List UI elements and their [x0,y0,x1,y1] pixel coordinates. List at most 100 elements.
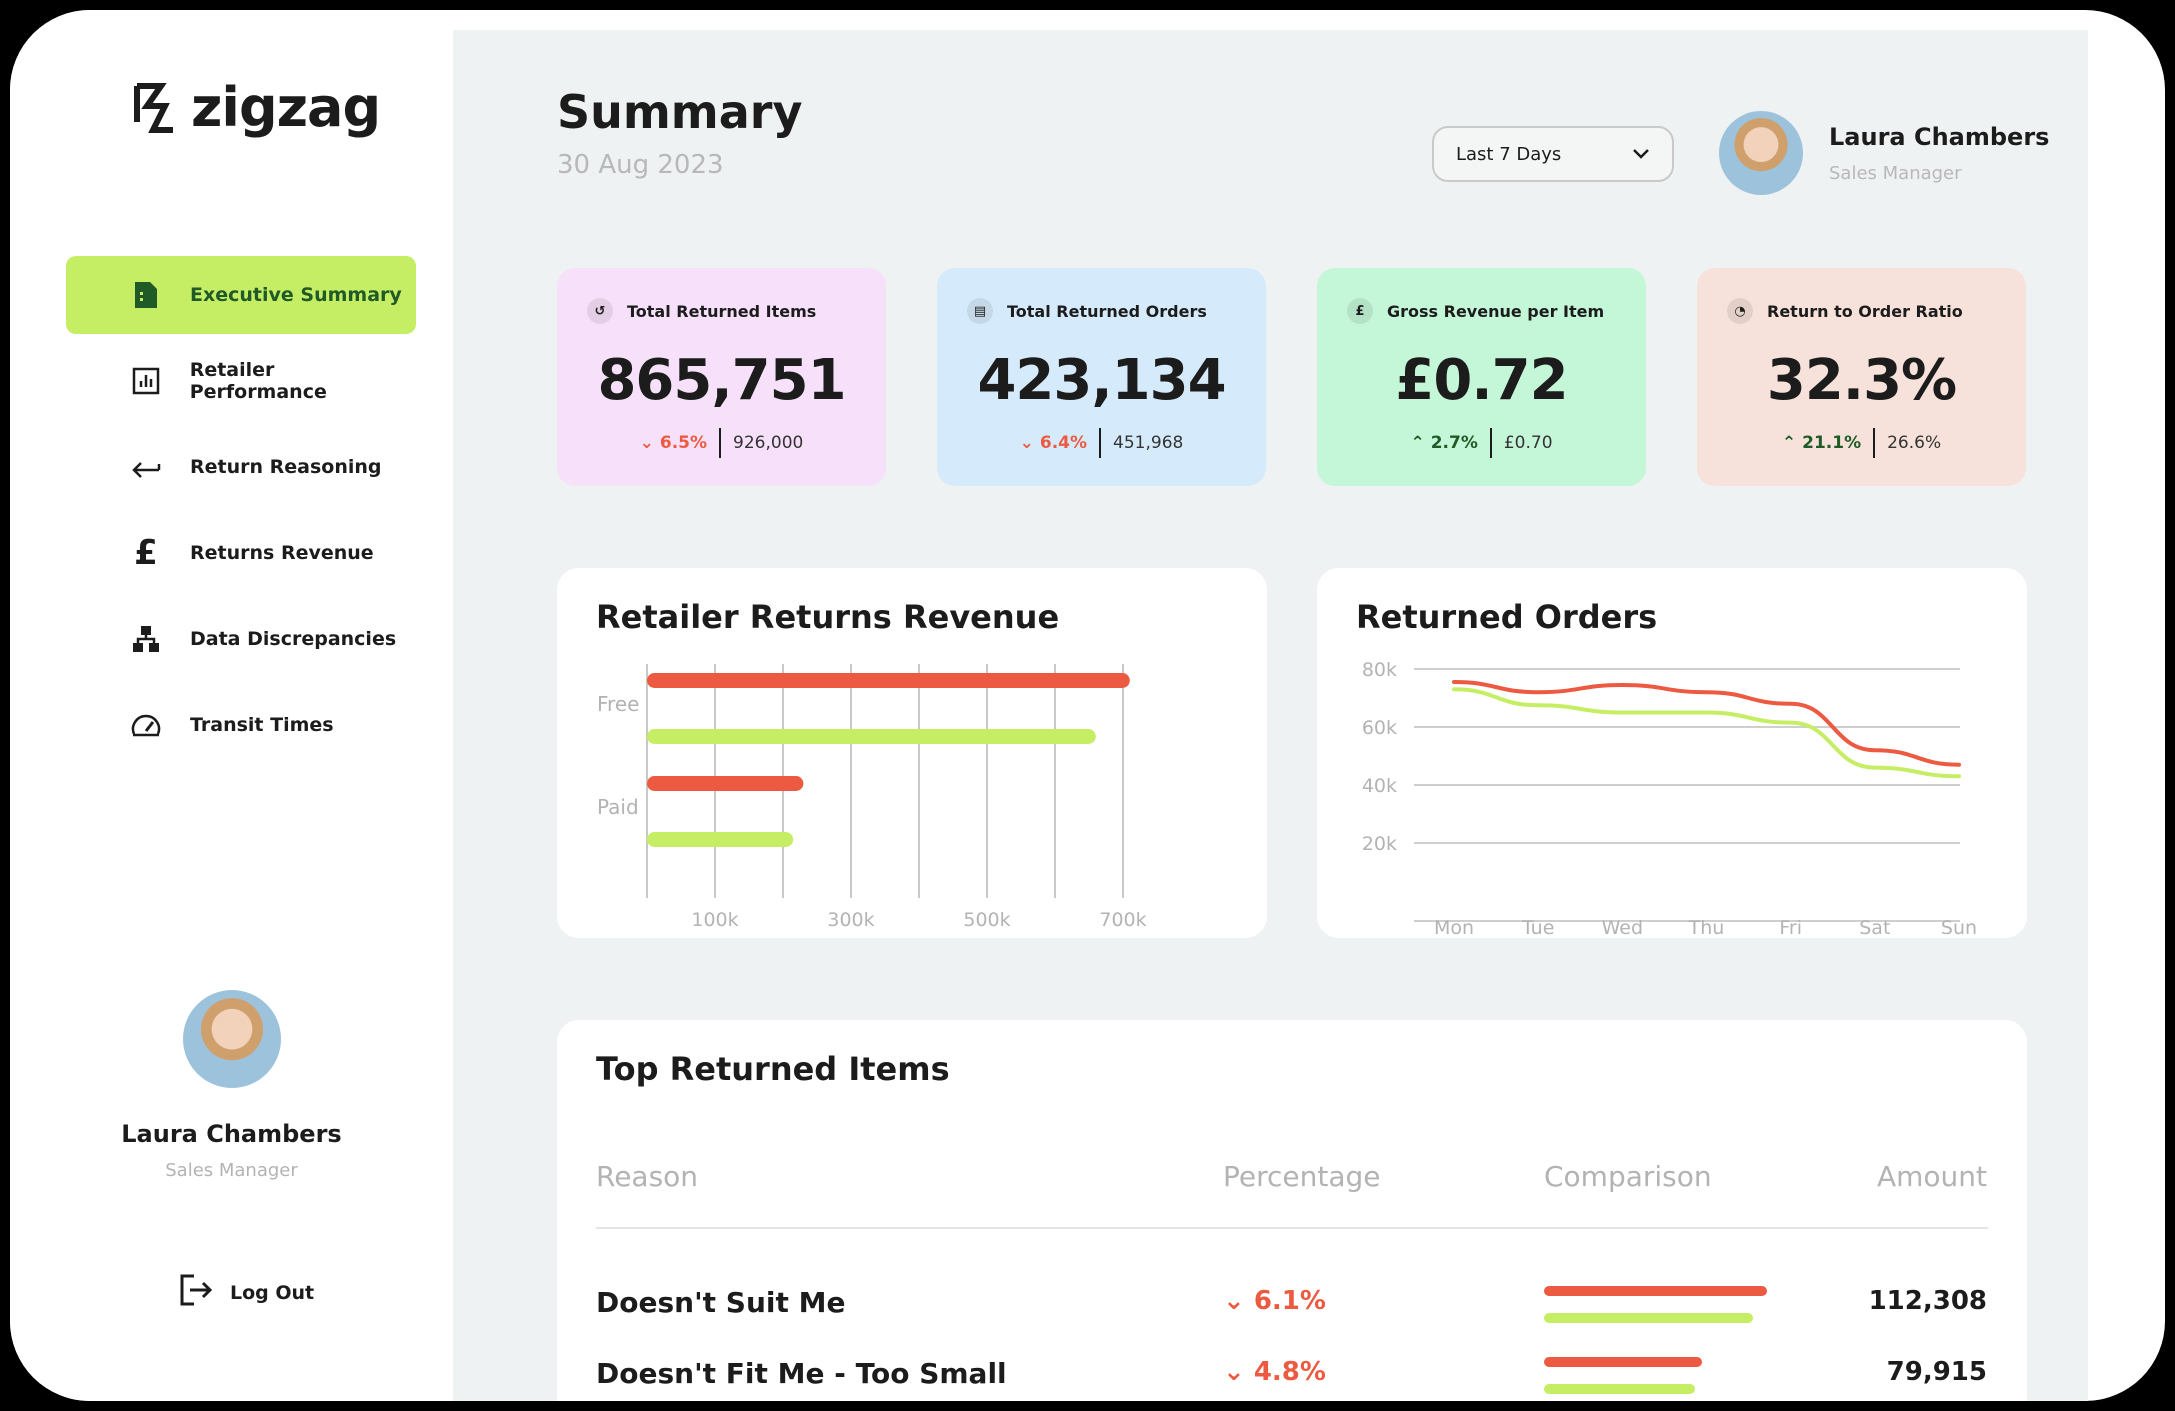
category-label: Paid [597,795,639,819]
sidebar-item-label: Retailer Performance [189,359,327,403]
table-divider [596,1227,1988,1229]
x-tick-label: Sat [1859,917,1890,938]
kpi-card-total-returned-items[interactable]: ↺ Total Returned Items 865,751 ⌄ 6.5% 926,0… [557,268,886,486]
return-arrow-icon [130,451,162,483]
page-title: Summary [557,85,803,139]
header-user-profile[interactable]: Laura Chambers Sales Manager [1719,111,2049,195]
row-reason: Doesn't Suit Me [596,1286,846,1319]
comparison-bar-previous [1544,1313,1753,1323]
kpi-delta: ⌄ 6.5% [640,433,719,453]
x-tick-label: Sun [1941,917,1977,938]
row-percentage: ⌄ 4.8% [1223,1357,1326,1387]
kpi-value: £0.72 [1395,348,1568,413]
row-percentage-value: 4.8% [1253,1357,1326,1387]
chevron-down-icon: ⌄ [1223,1357,1254,1387]
kpi-delta: ⌃ 2.7% [1410,433,1489,453]
row-amount: 112,308 [1868,1286,1987,1316]
sidebar-item-retailer-performance[interactable]: Retailer Performance [66,342,416,420]
x-tick-label: Mon [1434,917,1474,938]
avatar [182,990,281,1088]
sidebar-item-transit-times[interactable]: Transit Times [66,686,416,764]
column-header-comparison[interactable]: Comparison [1544,1160,1712,1193]
kpi-label: Total Returned Orders [1007,301,1207,321]
category-label: Free [597,692,639,716]
comparison-bar-previous [1544,1384,1696,1394]
user-role: Sales Manager [1829,162,1962,184]
chevron-down-icon: ⌄ [639,433,654,453]
row-percentage-value: 6.1% [1253,1286,1326,1316]
top-returned-items-card: Top Returned Items Reason Percentage Com… [557,1020,2027,1401]
bar [647,776,804,791]
page-date: 30 Aug 2023 [557,150,724,180]
chevron-down-icon: ⌄ [1019,433,1034,453]
x-tick-label: Fri [1779,917,1802,938]
column-header-reason[interactable]: Reason [596,1160,699,1193]
logout-icon [178,1272,214,1313]
kpi-card-return-to-order-ratio[interactable]: ◔ Return to Order Ratio 32.3% ⌃ 21.1% 26.6% [1697,268,2026,486]
column-header-amount[interactable]: Amount [1876,1160,1987,1193]
kpi-value: 865,751 [597,348,846,413]
kpi-delta-value: 6.4% [1039,433,1088,453]
chevron-down-icon: ⌄ [1223,1286,1254,1316]
row-percentage: ⌄ 6.1% [1223,1286,1326,1316]
logout-button[interactable]: Log Out [178,1272,314,1313]
sidebar-item-returns-revenue[interactable]: £ Returns Revenue [66,514,416,592]
logo[interactable]: zigzag [133,76,381,139]
series-line [1452,687,1961,779]
y-tick-label: 20k [1362,833,1397,855]
y-tick-label: 60k [1362,717,1397,739]
card-title: Retailer Returns Revenue [596,598,1060,636]
kpi-previous: 26.6% [1873,428,1941,458]
user-name: Laura Chambers [121,1120,342,1148]
document-icon [130,279,162,311]
kpi-delta: ⌃ 21.1% [1782,433,1873,453]
pound-coin-icon: £ [1347,298,1373,324]
card-title: Top Returned Items [596,1050,950,1088]
row-reason: Doesn't Fit Me - Too Small [596,1357,1007,1390]
sidebar-nav: Executive Summary Retailer Performance R… [66,256,416,772]
avatar [1719,111,1803,195]
kpi-card-gross-revenue-per-item[interactable]: £ Gross Revenue per Item £0.72 ⌃ 2.7% £0.70 [1317,268,1646,486]
bar [647,729,1096,744]
column-header-percentage[interactable]: Percentage [1223,1160,1381,1193]
kpi-card-total-returned-orders[interactable]: ▤ Total Returned Orders 423,134 ⌄ 6.4% 451,… [937,268,1266,486]
sidebar-user-profile[interactable]: Laura Chambers Sales Manager [10,990,453,1181]
speedometer-icon [130,709,162,741]
returned-orders-chart: 80k 60k 40k 20k Mon Tue Wed Thu Fri Sat Sun [1362,659,1977,938]
logout-label: Log Out [230,1281,315,1304]
y-tick-label: 80k [1362,659,1397,681]
sidebar-item-executive-summary[interactable]: Executive Summary [66,256,416,334]
user-role: Sales Manager [165,1160,298,1181]
x-tick-label: 300k [827,909,874,931]
card-title: Returned Orders [1356,598,1658,636]
table-row[interactable]: Doesn't Fit Me - Too Small ⌄ 4.8% 79,915 [557,1357,2027,1401]
sidebar-item-data-discrepancies[interactable]: Data Discrepancies [66,600,416,678]
sidebar-item-label: Returns Revenue [190,542,374,564]
hierarchy-icon [130,623,162,655]
row-amount: 79,915 [1886,1357,1987,1387]
date-range-value: Last 7 Days [1456,143,1562,165]
sidebar-item-return-reasoning[interactable]: Return Reasoning [66,428,416,506]
bar-chart-icon [130,365,162,397]
retailer-returns-revenue-card: Retailer Returns Revenue 100k 300k 500k 700… [557,568,1267,938]
kpi-previous: 926,000 [719,428,803,458]
date-range-select[interactable]: Last 7 Days [1432,126,1674,182]
kpi-label: Total Returned Items [627,301,817,321]
kpi-delta-value: 21.1% [1802,433,1862,453]
chevron-up-icon: ⌃ [1410,433,1425,453]
returned-orders-card: Returned Orders 80k 60k 40k 20k Mon Tue Wed Thu… [1317,568,2027,938]
x-tick-label: Tue [1521,917,1554,938]
user-name: Laura Chambers [1829,122,2050,151]
kpi-delta-value: 2.7% [1430,433,1478,453]
table-row[interactable]: Doesn't Suit Me ⌄ 6.1% 112,308 [557,1286,2027,1336]
zigzag-logo-icon [134,82,173,133]
pie-icon: ◔ [1727,298,1753,324]
logo-text: zigzag [191,76,381,139]
y-tick-label: 40k [1362,775,1397,797]
kpi-label: Return to Order Ratio [1767,301,1963,321]
sidebar-item-label: Transit Times [190,714,334,736]
x-tick-label: Thu [1688,917,1725,938]
retailer-revenue-chart: 100k 300k 500k 700k Free Paid [597,664,1147,931]
x-tick-label: 100k [691,909,738,931]
clipboard-icon: ▤ [967,298,993,324]
